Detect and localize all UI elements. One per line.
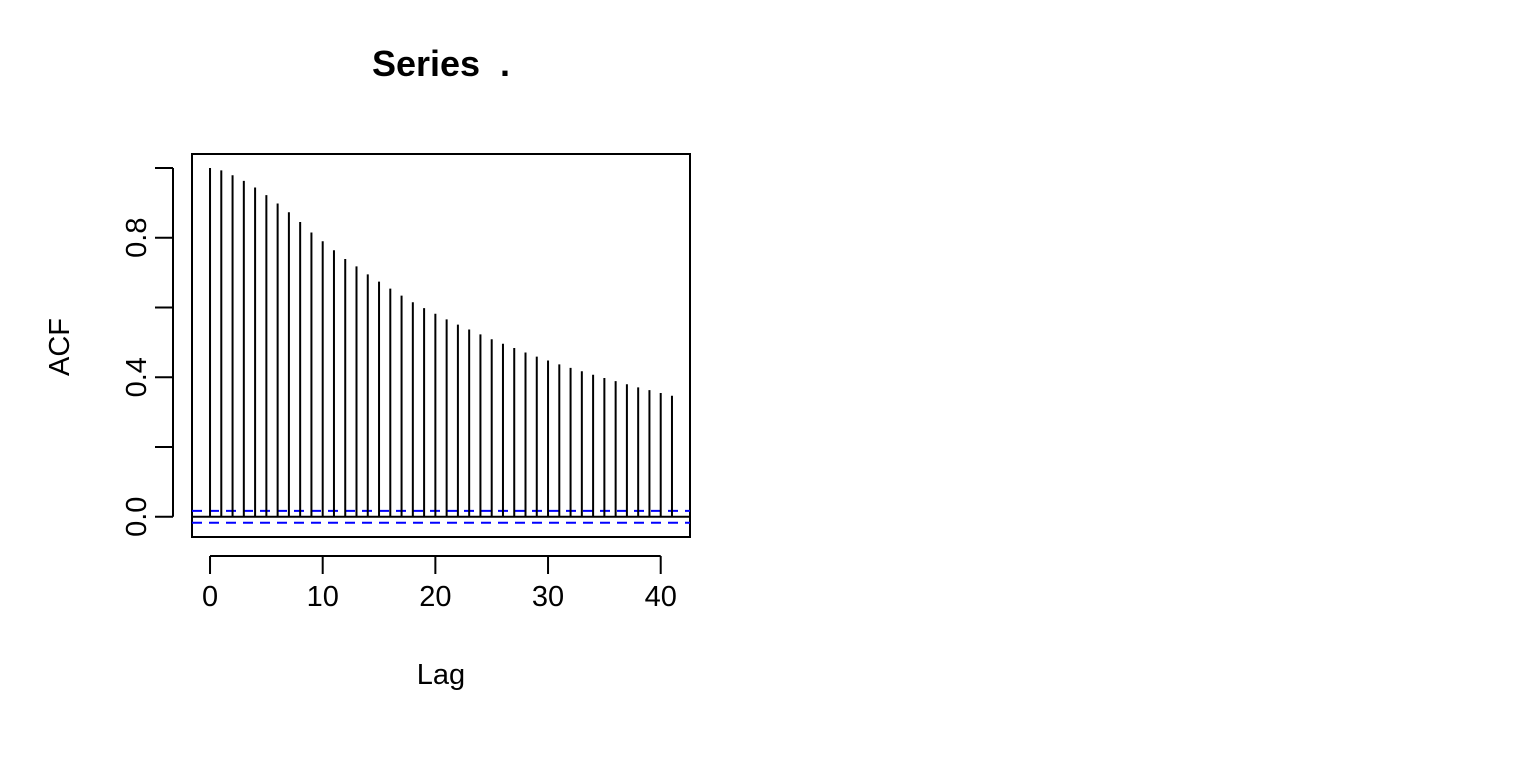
y-axis: 0.0 0.4 0.8: [121, 166, 174, 537]
y-axis-label: ACF: [44, 318, 76, 376]
x-tick-label: 0: [202, 581, 218, 613]
x-tick-label: 40: [645, 581, 677, 613]
acf-bars: [192, 167, 690, 524]
x-tick-label: 20: [419, 581, 451, 613]
y-tick-label: 0.8: [121, 218, 153, 258]
x-axis: 0 10 20 30 40: [202, 555, 677, 613]
chart-title: Series .: [372, 43, 510, 84]
y-tick-label: 0.0: [121, 497, 153, 537]
x-axis-label: Lag: [417, 659, 465, 691]
y-tick-label: 0.4: [121, 357, 153, 397]
x-tick-label: 10: [307, 581, 339, 613]
plot-frame: [191, 153, 691, 538]
x-tick-label: 30: [532, 581, 564, 613]
